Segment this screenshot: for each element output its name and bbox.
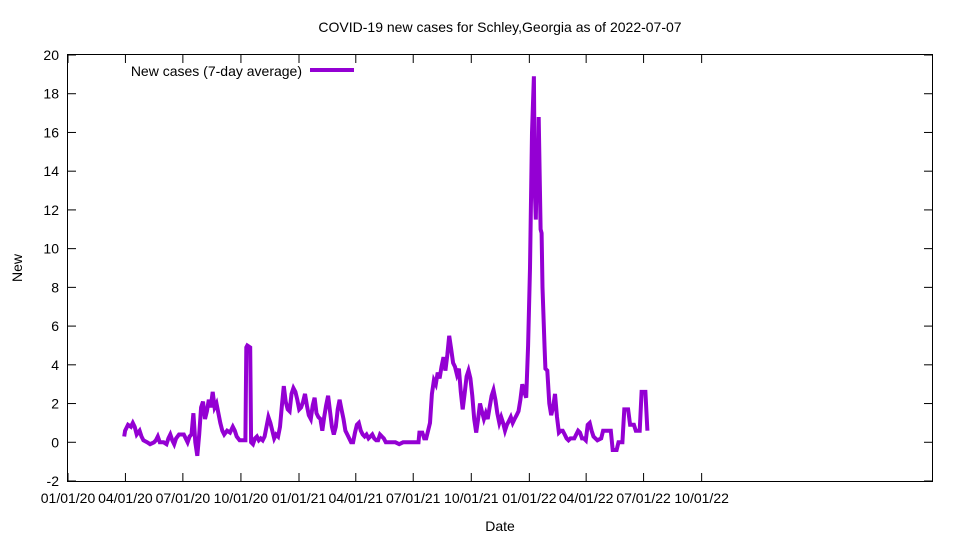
x-tick-label: 01/01/22 <box>502 490 557 506</box>
x-tick-label: 07/01/22 <box>616 490 671 506</box>
legend-label: New cases (7-day average) <box>131 63 302 79</box>
x-tick-label: 10/01/20 <box>214 490 269 506</box>
plot-frame <box>67 54 933 482</box>
y-tick-label: 8 <box>51 279 59 295</box>
series-line-new-cases <box>122 76 650 457</box>
x-tick-label: 10/01/21 <box>444 490 499 506</box>
y-tick-label: 14 <box>43 163 59 179</box>
x-axis-label: Date <box>485 518 515 534</box>
x-tick-label: 04/01/20 <box>98 490 153 506</box>
legend: New cases (7-day average) <box>131 63 354 79</box>
x-tick-label: 10/01/22 <box>674 490 729 506</box>
y-tick-label: 10 <box>43 241 59 257</box>
x-tick-label: 04/01/22 <box>559 490 614 506</box>
y-axis-label: New <box>9 253 25 282</box>
x-tick-label: 01/01/21 <box>272 490 327 506</box>
y-tick-label: 6 <box>51 318 59 334</box>
x-tick-label: 07/01/21 <box>386 490 441 506</box>
y-tick-label: 0 <box>51 434 59 450</box>
y-tick-label: 16 <box>43 124 59 140</box>
chart-title: COVID-19 new cases for Schley,Georgia as… <box>318 19 681 35</box>
y-tick-label: 4 <box>51 357 59 373</box>
y-tick-label: 12 <box>43 202 59 218</box>
y-tick-label: 18 <box>43 86 59 102</box>
y-tick-label: -2 <box>47 473 60 489</box>
y-tick-label: 20 <box>43 47 59 63</box>
x-tick-label: 07/01/20 <box>156 490 211 506</box>
x-tick-label: 01/01/20 <box>41 490 96 506</box>
y-tick-label: 2 <box>51 396 59 412</box>
y-axis: -2 0 2 4 6 8 10 12 14 16 18 20 <box>43 47 932 489</box>
x-tick-label: 04/01/21 <box>329 490 384 506</box>
x-axis: 01/01/20 04/01/20 07/01/20 10/01/20 01/01/21… <box>41 55 729 506</box>
